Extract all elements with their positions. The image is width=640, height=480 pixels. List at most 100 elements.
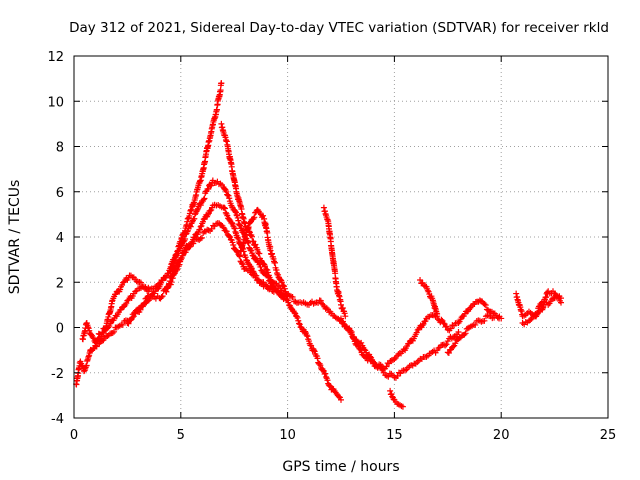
- data-point-marker: [245, 239, 252, 246]
- data-point-marker: [424, 287, 431, 294]
- data-point-marker: [191, 215, 198, 222]
- data-point-marker: [272, 259, 279, 266]
- data-point-marker: [137, 279, 144, 286]
- data-point-marker: [226, 195, 233, 202]
- data-point-marker: [230, 242, 237, 249]
- x-tick-label: 0: [70, 428, 78, 443]
- data-point-marker: [93, 343, 100, 350]
- grid: [74, 56, 608, 418]
- x-tick-label: 15: [386, 428, 403, 443]
- data-point-marker: [358, 339, 365, 346]
- y-tick-label: -4: [51, 412, 64, 427]
- data-point-marker: [187, 223, 194, 230]
- data-point-marker: [197, 223, 204, 230]
- data-point-marker: [461, 331, 468, 338]
- data-point-marker: [125, 320, 132, 327]
- data-point-marker: [540, 303, 547, 310]
- y-tick-label: -2: [51, 367, 64, 382]
- data-point-marker: [482, 302, 489, 309]
- x-tick-label: 5: [177, 428, 185, 443]
- y-tick-label: 4: [56, 231, 64, 246]
- data-point-marker: [395, 351, 402, 358]
- data-point-marker: [555, 295, 562, 302]
- data-point-marker: [443, 341, 450, 348]
- data-point-marker: [452, 340, 459, 347]
- data-point-marker: [311, 348, 318, 355]
- data-point-marker: [273, 288, 280, 295]
- data-point-marker: [378, 365, 385, 372]
- data-point-marker: [387, 357, 394, 364]
- data-point-marker: [111, 328, 118, 335]
- data-point-marker: [278, 279, 285, 286]
- data-point-marker: [383, 363, 390, 370]
- data-point-marker: [367, 353, 374, 360]
- data-point-marker: [434, 313, 441, 320]
- data-point-marker: [262, 263, 269, 270]
- data-point-marker: [361, 346, 368, 353]
- data-point-marker: [342, 313, 349, 320]
- data-point-marker: [338, 315, 344, 322]
- data-point-marker: [296, 320, 303, 327]
- data-point-marker: [207, 207, 214, 214]
- data-point-marker: [281, 285, 288, 292]
- data-points: [73, 80, 565, 410]
- data-point-marker: [498, 315, 505, 322]
- data-point-marker: [289, 294, 296, 301]
- y-axis-label: SDTVAR / TECUs: [7, 180, 23, 295]
- x-tick-label: 25: [600, 428, 617, 443]
- data-point-marker: [455, 329, 462, 336]
- data-point-marker: [372, 361, 379, 368]
- y-tick-label: 12: [47, 50, 64, 65]
- data-point-marker: [109, 330, 116, 337]
- data-point-marker: [129, 314, 136, 321]
- data-point-marker: [200, 196, 207, 203]
- data-point-marker: [481, 301, 488, 308]
- data-point-marker: [335, 393, 342, 400]
- data-point-marker: [387, 387, 394, 394]
- data-point-marker: [141, 300, 148, 307]
- data-point-marker: [419, 322, 426, 329]
- data-point-marker: [391, 356, 398, 363]
- data-point-marker: [440, 320, 447, 327]
- x-tick-label: 20: [493, 428, 510, 443]
- data-point-marker: [438, 316, 445, 323]
- y-tick-label: 10: [47, 95, 64, 110]
- data-point-marker: [201, 195, 208, 202]
- data-point-marker: [379, 367, 386, 374]
- data-point-marker: [256, 250, 263, 257]
- chart-title: Day 312 of 2021, Sidereal Day-to-day VTE…: [69, 20, 609, 36]
- data-point-marker: [397, 402, 404, 409]
- data-point-marker: [341, 310, 348, 317]
- data-point-marker: [158, 294, 165, 301]
- data-point-marker: [85, 324, 92, 331]
- y-tick-label: 0: [56, 322, 64, 337]
- data-point-marker: [236, 252, 243, 259]
- data-point-marker: [267, 283, 274, 290]
- data-point-marker: [180, 247, 187, 254]
- y-tick-label: 8: [56, 141, 64, 156]
- data-point-marker: [399, 403, 406, 410]
- data-point-marker: [184, 228, 191, 235]
- data-point-marker: [223, 228, 230, 235]
- data-point-marker: [249, 233, 255, 240]
- data-point-marker: [317, 297, 324, 304]
- data-point-marker: [251, 214, 258, 221]
- data-point-marker: [294, 314, 301, 321]
- data-point-marker: [445, 350, 452, 357]
- data-point-marker: [242, 254, 249, 261]
- data-point-marker: [323, 305, 330, 312]
- data-point-marker: [339, 304, 346, 311]
- data-point-marker: [90, 345, 97, 352]
- data-point-marker: [284, 292, 291, 299]
- data-point-marker: [205, 186, 212, 193]
- data-point-marker: [253, 272, 260, 279]
- data-point-marker: [198, 234, 205, 241]
- data-point-marker: [264, 272, 271, 279]
- data-point-marker: [178, 254, 185, 261]
- data-point-marker: [208, 225, 215, 232]
- data-point-marker: [317, 362, 324, 369]
- data-point-marker: [531, 313, 538, 320]
- data-point-marker: [257, 263, 264, 270]
- data-point-marker: [296, 321, 303, 328]
- data-point-marker: [295, 317, 302, 324]
